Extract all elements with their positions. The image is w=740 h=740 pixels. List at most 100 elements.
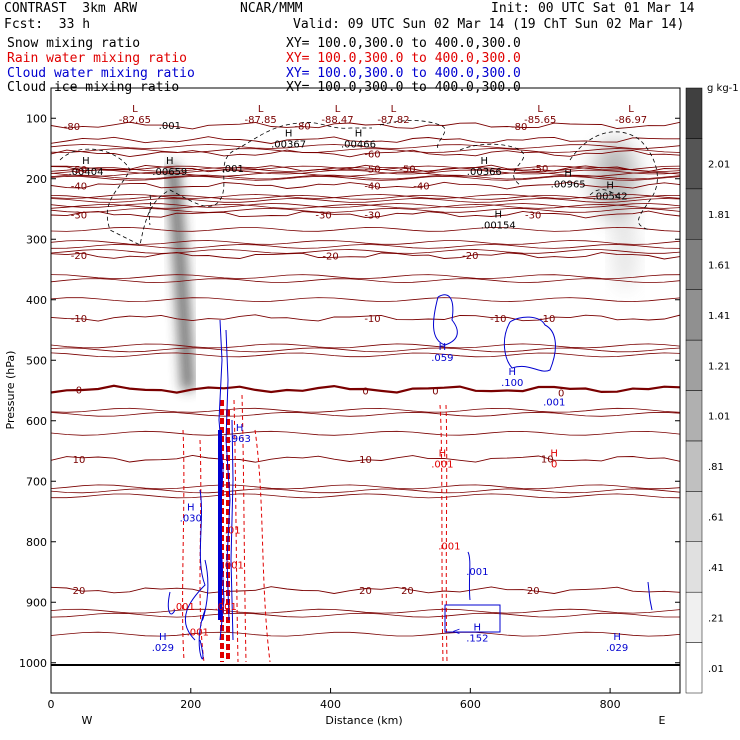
extreme-value: .030 [180,513,202,524]
extreme-value: -85.65 [524,115,556,126]
contour-label: .001 [173,602,195,613]
rain-contour [254,429,271,663]
colorbar-level-label: .21 [708,613,724,624]
isotherm-label: -80 [511,122,527,133]
extreme-value: 0 [551,459,557,470]
isotherm-label: 20 [359,586,372,597]
isotherm-minor [51,226,680,232]
colorbar-level-label: .61 [708,513,724,524]
isotherm-minor [51,347,680,353]
isotherm-0 [51,384,680,394]
extreme-symbol: L [132,104,138,115]
field-xy-rain: XY= 100.0,300.0 to 400.0,300.0 [286,51,521,66]
colorbar-level-label: 1.61 [708,260,730,271]
extreme-value: -88.47 [321,115,353,126]
extreme-value: .00659 [152,167,187,178]
colorbar-swatch [685,339,703,391]
colorbar-swatch [685,491,703,543]
ice-contour [149,194,151,226]
x-tick-label: 0 [48,698,55,711]
isotherm-minor [51,240,680,245]
isotherm-label: 0 [558,388,564,399]
isotherm-minor [51,194,680,199]
y-tick-label: 800 [26,536,47,549]
plot-frame [50,87,681,694]
extreme-value: -87.85 [245,115,277,126]
extreme-value: .00965 [551,179,586,190]
colorbar-swatch [685,138,703,190]
isotherm-label: 20 [527,586,540,597]
extreme-value: -87.82 [377,115,409,126]
extreme-value: .152 [466,634,488,645]
field-xy-cloud: XY= 100.0,300.0 to 400.0,300.0 [286,66,521,81]
isotherm-label: -30 [364,210,380,221]
isotherm-minor [51,352,680,358]
extreme-symbol: L [258,104,264,115]
isotherm-label: -20 [322,252,338,263]
isotherm-10 [51,454,680,463]
extreme-value: .00154 [481,220,516,231]
colorbar-swatch [685,642,703,694]
ice-contour [59,122,372,246]
extreme-symbol: H [495,209,503,220]
colorbar-swatch [685,440,703,492]
isotherm--20 [51,252,680,260]
isotherm-label: -40 [71,181,87,192]
colorbar-swatch [685,188,703,240]
cloud-contour [167,591,176,615]
isotherm-label: -40 [364,181,380,192]
x-tick-label: 200 [180,698,201,711]
x-end-label-west: W [82,714,93,727]
isotherm-minor [51,203,680,209]
cloud-contour [433,294,458,346]
contour-label: .001 [222,164,244,175]
cloud-water-contours [167,294,653,660]
isotherm-minor [51,430,680,436]
extreme-value: .059 [431,353,453,364]
isotherm-minor [51,484,680,490]
isotherm-label: -30 [71,210,87,221]
model-title: CONTRAST 3km ARW [4,1,138,16]
cloud-contour [230,419,234,641]
isotherm-label: -40 [413,181,429,192]
isotherm-minor [51,169,680,175]
extreme-symbol: H [236,423,244,434]
colorbar-swatch [685,239,703,290]
isotherm-label: -80 [294,122,310,133]
colorbar-level-label: 2.01 [708,160,730,171]
init-time: Init: 00 UTC Sat 01 Mar 14 [491,1,695,16]
isotherm-minor [51,174,680,180]
y-tick-label: 700 [26,475,47,488]
isotherm-label: -80 [64,122,80,133]
extreme-symbol: H [439,342,447,353]
contour-label: .001 [187,627,209,638]
y-tick-label: 500 [26,354,47,367]
isotherm-label: -50 [364,164,380,175]
rain-contour [439,404,444,663]
extreme-symbol: H [606,180,614,191]
y-tick-label: 1000 [19,657,47,670]
rain-contour [241,394,247,663]
colorbar-swatch [685,289,703,341]
y-tick-label: 200 [26,173,47,186]
y-tick-label: 600 [26,415,47,428]
isotherm-minor [51,248,680,254]
contour-label: < [452,627,460,638]
isotherm-label: -20 [462,251,478,262]
isotherm-label: 0 [76,385,82,396]
extreme-symbol: H [159,632,167,643]
colorbar-swatch [685,390,703,442]
isotherm-label: 20 [401,586,414,597]
extreme-symbol: H [613,632,621,643]
y-tick-label: 900 [26,596,47,609]
isotherm-label: 10 [541,454,554,465]
extreme-value: .029 [152,643,174,654]
isotherm-minor [51,343,680,349]
isotherm-label: -50 [399,164,415,175]
field-xy-snow: XY= 100.0,300.0 to 400.0,300.0 [286,36,521,51]
x-axis-label: Distance (km) [325,714,402,727]
colorbar-level-label: .81 [708,462,724,473]
isotherm-minor [51,148,680,153]
contour-label: .001 [438,541,460,552]
isotherm-label: -30 [525,210,541,221]
